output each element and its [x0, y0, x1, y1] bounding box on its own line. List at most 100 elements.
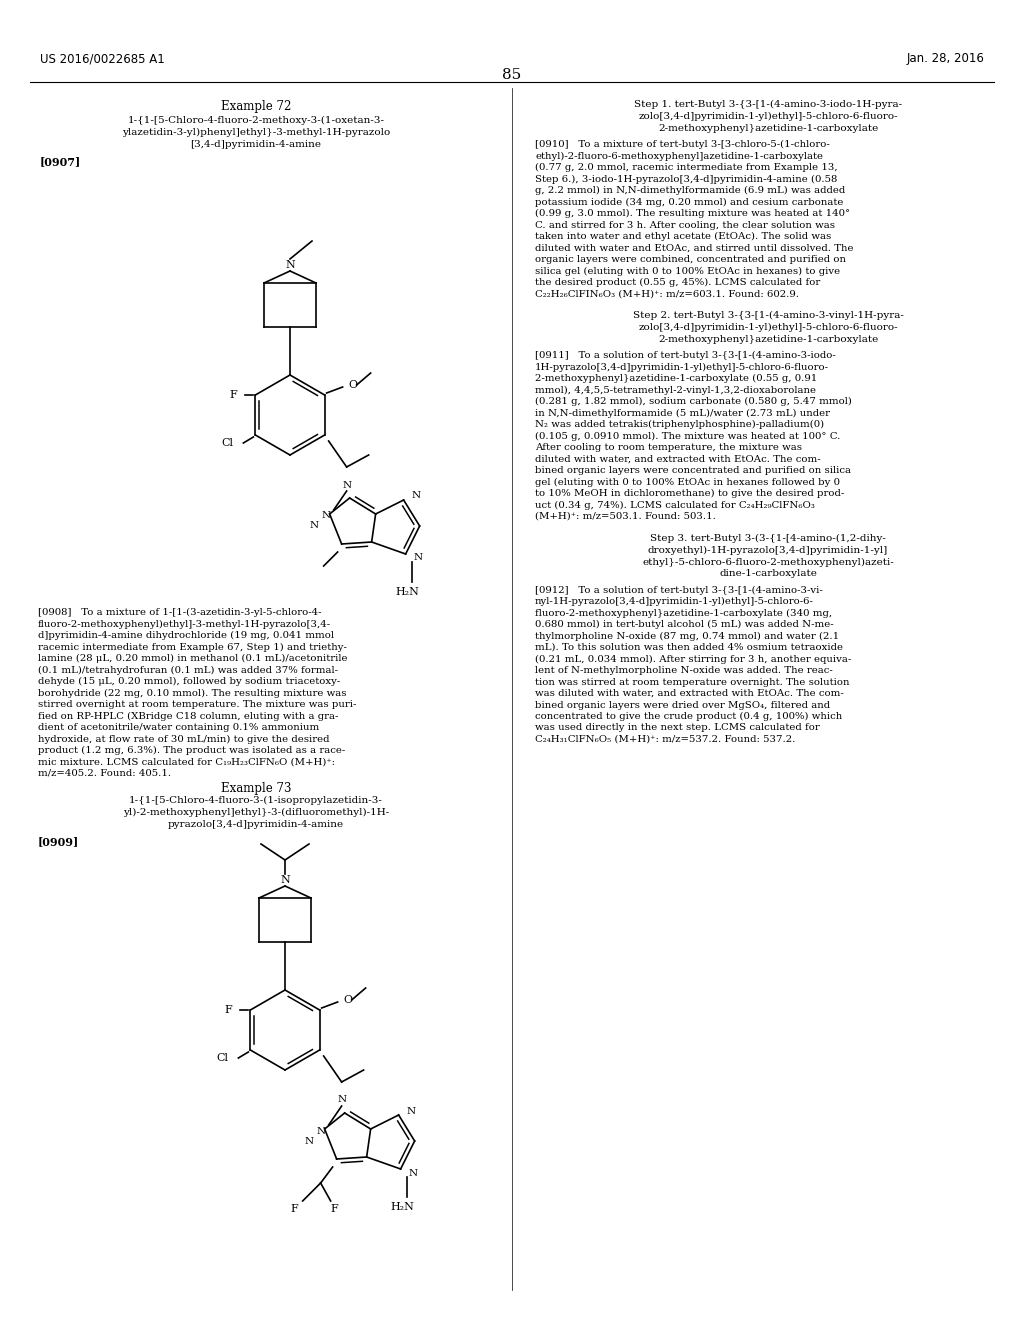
- Text: g, 2.2 mmol) in N,N-dimethylformamide (6.9 mL) was added: g, 2.2 mmol) in N,N-dimethylformamide (6…: [535, 186, 845, 195]
- Text: droxyethyl)-1H-pyrazolo[3,4-d]pyrimidin-1-yl]: droxyethyl)-1H-pyrazolo[3,4-d]pyrimidin-…: [648, 545, 888, 554]
- Text: 1H-pyrazolo[3,4-d]pyrimidin-1-yl)ethyl]-5-chloro-6-fluoro-: 1H-pyrazolo[3,4-d]pyrimidin-1-yl)ethyl]-…: [535, 363, 829, 372]
- Text: [0907]: [0907]: [40, 156, 81, 168]
- Text: ethyl)-2-fluoro-6-methoxyphenyl]azetidine-1-carboxylate: ethyl)-2-fluoro-6-methoxyphenyl]azetidin…: [535, 152, 823, 161]
- Text: N: N: [407, 1106, 416, 1115]
- Text: taken into water and ethyl acetate (EtOAc). The solid was: taken into water and ethyl acetate (EtOA…: [535, 232, 831, 242]
- Text: Step 3. tert-Butyl 3-(3-{1-[4-amino-(1,2-dihy-: Step 3. tert-Butyl 3-(3-{1-[4-amino-(1,2…: [650, 533, 886, 543]
- Text: fluoro-2-methoxyphenyl}azetidine-1-carboxylate (340 mg,: fluoro-2-methoxyphenyl}azetidine-1-carbo…: [535, 609, 833, 618]
- Text: N₂ was added tetrakis(triphenylphosphine)-palladium(0): N₂ was added tetrakis(triphenylphosphine…: [535, 420, 824, 429]
- Text: concentrated to give the crude product (0.4 g, 100%) which: concentrated to give the crude product (…: [535, 711, 843, 721]
- Text: F: F: [229, 389, 238, 400]
- Text: dehyde (15 μL, 0.20 mmol), followed by sodium triacetoxy-: dehyde (15 μL, 0.20 mmol), followed by s…: [38, 677, 340, 686]
- Text: gel (eluting with 0 to 100% EtOAc in hexanes followed by 0: gel (eluting with 0 to 100% EtOAc in hex…: [535, 478, 840, 487]
- Text: tion was stirred at room temperature overnight. The solution: tion was stirred at room temperature ove…: [535, 677, 850, 686]
- Text: pyrazolo[3,4-d]pyrimidin-4-amine: pyrazolo[3,4-d]pyrimidin-4-amine: [168, 820, 344, 829]
- Text: diluted with water and EtOAc, and stirred until dissolved. The: diluted with water and EtOAc, and stirre…: [535, 243, 853, 252]
- Text: N: N: [285, 260, 295, 271]
- Text: 0.680 mmol) in tert-butyl alcohol (5 mL) was added N-me-: 0.680 mmol) in tert-butyl alcohol (5 mL)…: [535, 620, 834, 630]
- Text: diluted with water, and extracted with EtOAc. The com-: diluted with water, and extracted with E…: [535, 454, 820, 463]
- Text: C₂₂H₂₆ClFIN₆O₃ (M+H)⁺: m/z=603.1. Found: 602.9.: C₂₂H₂₆ClFIN₆O₃ (M+H)⁺: m/z=603.1. Found:…: [535, 289, 799, 298]
- Text: 2-methoxyphenyl}azetidine-1-carboxylate: 2-methoxyphenyl}azetidine-1-carboxylate: [657, 124, 879, 133]
- Text: uct (0.34 g, 74%). LCMS calculated for C₂₄H₂₉ClFN₆O₃: uct (0.34 g, 74%). LCMS calculated for C…: [535, 500, 815, 510]
- Text: N: N: [322, 511, 330, 520]
- Text: yl)-2-methoxyphenyl]ethyl}-3-(difluoromethyl)-1H-: yl)-2-methoxyphenyl]ethyl}-3-(difluorome…: [123, 808, 389, 817]
- Text: ethyl}-5-chloro-6-fluoro-2-methoxyphenyl)azeti-: ethyl}-5-chloro-6-fluoro-2-methoxyphenyl…: [642, 557, 894, 566]
- Text: nyl-1H-pyrazolo[3,4-d]pyrimidin-1-yl)ethyl]-5-chloro-6-: nyl-1H-pyrazolo[3,4-d]pyrimidin-1-yl)eth…: [535, 597, 814, 606]
- Text: (0.77 g, 2.0 mmol, racemic intermediate from Example 13,: (0.77 g, 2.0 mmol, racemic intermediate …: [535, 162, 838, 172]
- Text: N: N: [412, 491, 421, 500]
- Text: mmol), 4,4,5,5-tetramethyl-2-vinyl-1,3,2-dioxaborolane: mmol), 4,4,5,5-tetramethyl-2-vinyl-1,3,2…: [535, 385, 816, 395]
- Text: silica gel (eluting with 0 to 100% EtOAc in hexanes) to give: silica gel (eluting with 0 to 100% EtOAc…: [535, 267, 840, 276]
- Text: zolo[3,4-d]pyrimidin-1-yl)ethyl]-5-chloro-6-fluoro-: zolo[3,4-d]pyrimidin-1-yl)ethyl]-5-chlor…: [638, 112, 898, 121]
- Text: m/z=405.2. Found: 405.1.: m/z=405.2. Found: 405.1.: [38, 770, 171, 777]
- Text: 85: 85: [503, 69, 521, 82]
- Text: lamine (28 μL, 0.20 mmol) in methanol (0.1 mL)/acetonitrile: lamine (28 μL, 0.20 mmol) in methanol (0…: [38, 653, 347, 663]
- Text: H₂N: H₂N: [395, 587, 420, 597]
- Text: product (1.2 mg, 6.3%). The product was isolated as a race-: product (1.2 mg, 6.3%). The product was …: [38, 746, 345, 755]
- Text: (0.99 g, 3.0 mmol). The resulting mixture was heated at 140°: (0.99 g, 3.0 mmol). The resulting mixtur…: [535, 209, 850, 218]
- Text: dient of acetonitrile/water containing 0.1% ammonium: dient of acetonitrile/water containing 0…: [38, 723, 319, 733]
- Text: F: F: [331, 1204, 339, 1214]
- Text: N: N: [414, 553, 423, 562]
- Text: [3,4-d]pyrimidin-4-amine: [3,4-d]pyrimidin-4-amine: [190, 140, 322, 149]
- Text: mL). To this solution was then added 4% osmium tetraoxide: mL). To this solution was then added 4% …: [535, 643, 843, 652]
- Text: thylmorpholine N-oxide (87 mg, 0.74 mmol) and water (2.1: thylmorpholine N-oxide (87 mg, 0.74 mmol…: [535, 631, 839, 640]
- Text: O: O: [348, 380, 357, 389]
- Text: Cl: Cl: [216, 1053, 228, 1063]
- Text: F: F: [291, 1204, 299, 1214]
- Text: [0912]   To a solution of tert-butyl 3-{3-[1-(4-amino-3-vi-: [0912] To a solution of tert-butyl 3-{3-…: [535, 586, 822, 594]
- Text: borohydride (22 mg, 0.10 mmol). The resulting mixture was: borohydride (22 mg, 0.10 mmol). The resu…: [38, 689, 346, 698]
- Text: Step 2. tert-Butyl 3-{3-[1-(4-amino-3-vinyl-1H-pyra-: Step 2. tert-Butyl 3-{3-[1-(4-amino-3-vi…: [633, 312, 903, 321]
- Text: C. and stirred for 3 h. After cooling, the clear solution was: C. and stirred for 3 h. After cooling, t…: [535, 220, 835, 230]
- Text: (0.21 mL, 0.034 mmol). After stirring for 3 h, another equiva-: (0.21 mL, 0.034 mmol). After stirring fo…: [535, 655, 851, 664]
- Text: N: N: [281, 875, 290, 884]
- Text: ylazetidin-3-yl)phenyl]ethyl}-3-methyl-1H-pyrazolo: ylazetidin-3-yl)phenyl]ethyl}-3-methyl-1…: [122, 128, 390, 137]
- Text: to 10% MeOH in dichloromethane) to give the desired prod-: to 10% MeOH in dichloromethane) to give …: [535, 488, 844, 498]
- Text: N: N: [304, 1137, 313, 1146]
- Text: [0911]   To a solution of tert-butyl 3-{3-[1-(4-amino-3-iodo-: [0911] To a solution of tert-butyl 3-{3-…: [535, 351, 836, 360]
- Text: hydroxide, at flow rate of 30 mL/min) to give the desired: hydroxide, at flow rate of 30 mL/min) to…: [38, 734, 330, 743]
- Text: Cl: Cl: [221, 438, 233, 447]
- Text: fied on RP-HPLC (XBridge C18 column, eluting with a gra-: fied on RP-HPLC (XBridge C18 column, elu…: [38, 711, 338, 721]
- Text: Jan. 28, 2016: Jan. 28, 2016: [906, 51, 984, 65]
- Text: 1-{1-[5-Chloro-4-fluoro-3-(1-isopropylazetidin-3-: 1-{1-[5-Chloro-4-fluoro-3-(1-isopropylaz…: [129, 796, 383, 805]
- Text: Example 72: Example 72: [221, 100, 291, 114]
- Text: 1-{1-[5-Chloro-4-fluoro-2-methoxy-3-(1-oxetan-3-: 1-{1-[5-Chloro-4-fluoro-2-methoxy-3-(1-o…: [128, 116, 384, 125]
- Text: fluoro-2-methoxyphenyl)ethyl]-3-methyl-1H-pyrazolo[3,4-: fluoro-2-methoxyphenyl)ethyl]-3-methyl-1…: [38, 619, 331, 628]
- Text: US 2016/0022685 A1: US 2016/0022685 A1: [40, 51, 165, 65]
- Text: (0.1 mL)/tetrahydrofuran (0.1 mL) was added 37% formal-: (0.1 mL)/tetrahydrofuran (0.1 mL) was ad…: [38, 665, 338, 675]
- Text: in N,N-dimethylformamide (5 mL)/water (2.73 mL) under: in N,N-dimethylformamide (5 mL)/water (2…: [535, 408, 830, 417]
- Text: organic layers were combined, concentrated and purified on: organic layers were combined, concentrat…: [535, 255, 846, 264]
- Text: was diluted with water, and extracted with EtOAc. The com-: was diluted with water, and extracted wi…: [535, 689, 844, 698]
- Text: 2-methoxyphenyl}azetidine-1-carboxylate (0.55 g, 0.91: 2-methoxyphenyl}azetidine-1-carboxylate …: [535, 374, 817, 383]
- Text: 2-methoxyphenyl}azetidine-1-carboxylate: 2-methoxyphenyl}azetidine-1-carboxylate: [657, 335, 879, 345]
- Text: (M+H)⁺: m/z=503.1. Found: 503.1.: (M+H)⁺: m/z=503.1. Found: 503.1.: [535, 512, 716, 521]
- Text: [0908]   To a mixture of 1-[1-(3-azetidin-3-yl-5-chloro-4-: [0908] To a mixture of 1-[1-(3-azetidin-…: [38, 609, 322, 618]
- Text: N: N: [409, 1168, 418, 1177]
- Text: lent of N-methylmorpholine N-oxide was added. The reac-: lent of N-methylmorpholine N-oxide was a…: [535, 667, 833, 675]
- Text: (0.281 g, 1.82 mmol), sodium carbonate (0.580 g, 5.47 mmol): (0.281 g, 1.82 mmol), sodium carbonate (…: [535, 397, 852, 407]
- Text: O: O: [344, 995, 352, 1005]
- Text: d]pyrimidin-4-amine dihydrochloride (19 mg, 0.041 mmol: d]pyrimidin-4-amine dihydrochloride (19 …: [38, 631, 334, 640]
- Text: (0.105 g, 0.0910 mmol). The mixture was heated at 100° C.: (0.105 g, 0.0910 mmol). The mixture was …: [535, 432, 841, 441]
- Text: Example 73: Example 73: [221, 781, 291, 795]
- Text: stirred overnight at room temperature. The mixture was puri-: stirred overnight at room temperature. T…: [38, 700, 356, 709]
- Text: [0910]   To a mixture of tert-butyl 3-[3-chloro-5-(1-chloro-: [0910] To a mixture of tert-butyl 3-[3-c…: [535, 140, 829, 149]
- Text: N: N: [309, 521, 318, 531]
- Text: was used directly in the next step. LCMS calculated for: was used directly in the next step. LCMS…: [535, 723, 820, 733]
- Text: N: N: [342, 480, 351, 490]
- Text: C₂₄H₃₁ClFN₆O₅ (M+H)⁺: m/z=537.2. Found: 537.2.: C₂₄H₃₁ClFN₆O₅ (M+H)⁺: m/z=537.2. Found: …: [535, 735, 796, 744]
- Text: Step 6.), 3-iodo-1H-pyrazolo[3,4-d]pyrimidin-4-amine (0.58: Step 6.), 3-iodo-1H-pyrazolo[3,4-d]pyrim…: [535, 174, 838, 183]
- Text: H₂N: H₂N: [391, 1203, 415, 1212]
- Text: [0909]: [0909]: [38, 836, 79, 847]
- Text: After cooling to room temperature, the mixture was: After cooling to room temperature, the m…: [535, 444, 802, 451]
- Text: N: N: [316, 1126, 326, 1135]
- Text: the desired product (0.55 g, 45%). LCMS calculated for: the desired product (0.55 g, 45%). LCMS …: [535, 279, 820, 288]
- Text: F: F: [224, 1005, 232, 1015]
- Text: N: N: [337, 1096, 346, 1105]
- Text: bined organic layers were concentrated and purified on silica: bined organic layers were concentrated a…: [535, 466, 851, 475]
- Text: zolo[3,4-d]pyrimidin-1-yl)ethyl]-5-chloro-6-fluoro-: zolo[3,4-d]pyrimidin-1-yl)ethyl]-5-chlor…: [638, 323, 898, 333]
- Text: Step 1. tert-Butyl 3-{3-[1-(4-amino-3-iodo-1H-pyra-: Step 1. tert-Butyl 3-{3-[1-(4-amino-3-io…: [634, 100, 902, 110]
- Text: racemic intermediate from Example 67, Step 1) and triethy-: racemic intermediate from Example 67, St…: [38, 643, 347, 652]
- Text: potassium iodide (34 mg, 0.20 mmol) and cesium carbonate: potassium iodide (34 mg, 0.20 mmol) and …: [535, 198, 844, 207]
